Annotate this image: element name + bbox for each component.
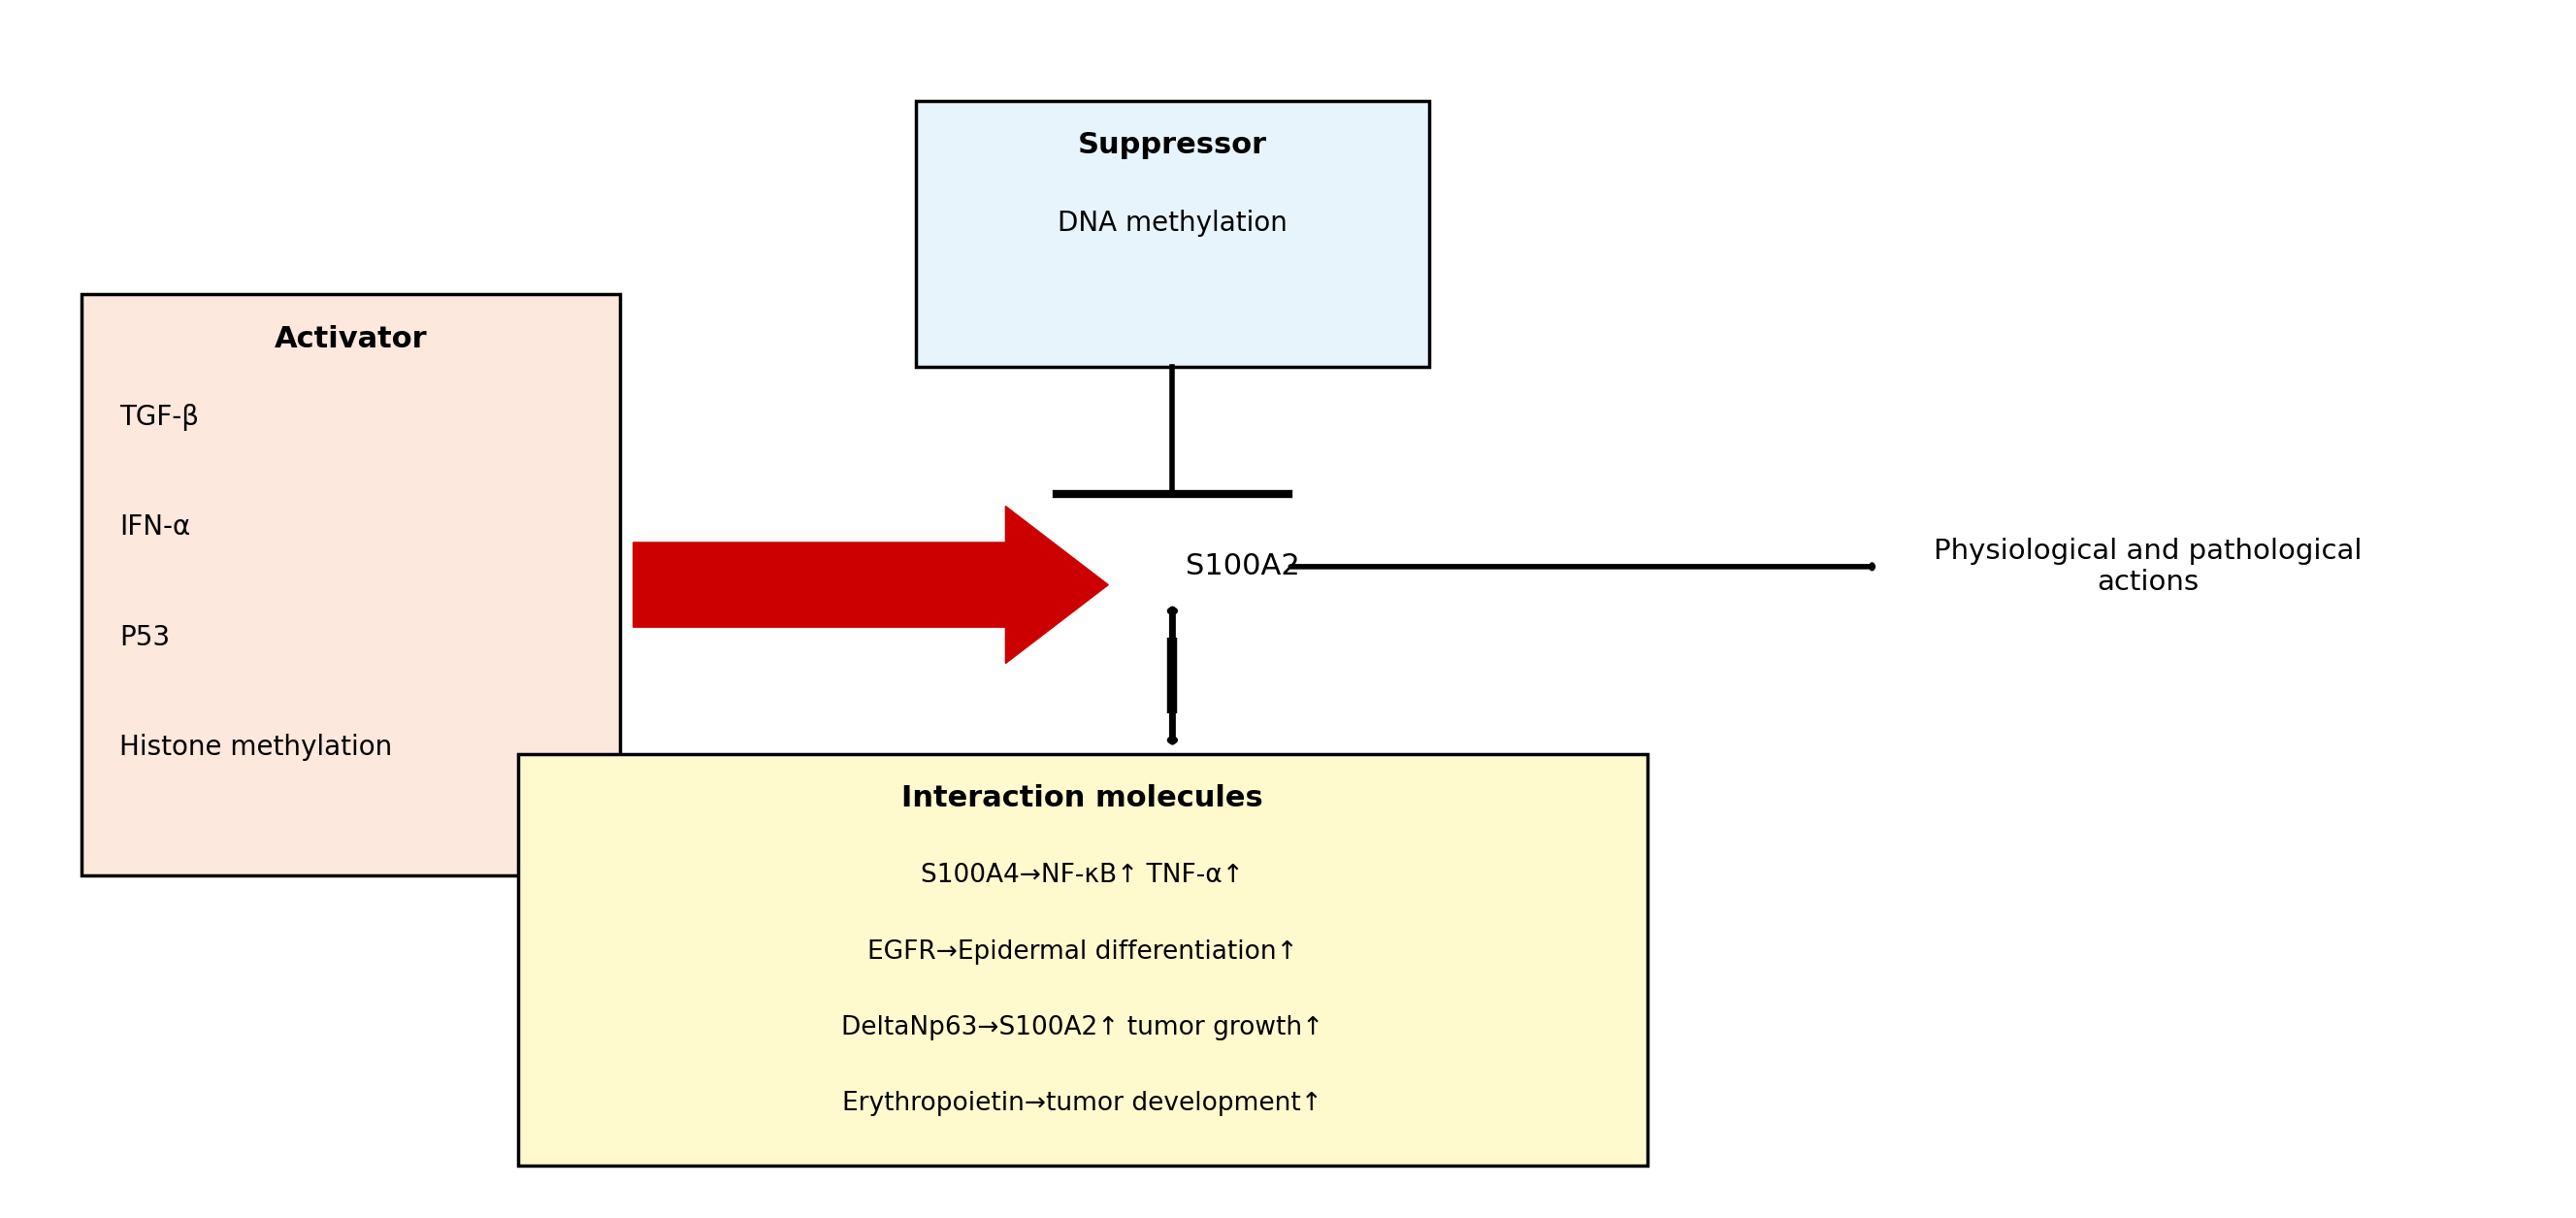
Text: TGF-β: TGF-β xyxy=(118,403,198,430)
Text: S100A2: S100A2 xyxy=(1185,553,1298,581)
FancyBboxPatch shape xyxy=(80,295,621,876)
Text: P53: P53 xyxy=(118,624,170,650)
Text: DeltaNp63→S100A2↑ tumor growth↑: DeltaNp63→S100A2↑ tumor growth↑ xyxy=(842,1015,1324,1040)
Text: Histone methylation: Histone methylation xyxy=(118,734,392,761)
Text: Suppressor: Suppressor xyxy=(1077,132,1267,160)
Text: IFN-α: IFN-α xyxy=(118,514,191,541)
Text: EGFR→Epidermal differentiation↑: EGFR→Epidermal differentiation↑ xyxy=(868,939,1298,965)
Text: Physiological and pathological
actions: Physiological and pathological actions xyxy=(1935,537,2362,596)
Text: DNA methylation: DNA methylation xyxy=(1059,209,1288,238)
FancyBboxPatch shape xyxy=(914,101,1430,367)
Polygon shape xyxy=(634,507,1108,664)
Text: Activator: Activator xyxy=(273,325,428,353)
Text: S100A4→NF-κB↑ TNF-α↑: S100A4→NF-κB↑ TNF-α↑ xyxy=(922,864,1244,888)
FancyBboxPatch shape xyxy=(518,754,1649,1166)
Text: Erythropoietin→tumor development↑: Erythropoietin→tumor development↑ xyxy=(842,1091,1321,1116)
Text: Interaction molecules: Interaction molecules xyxy=(902,784,1262,812)
